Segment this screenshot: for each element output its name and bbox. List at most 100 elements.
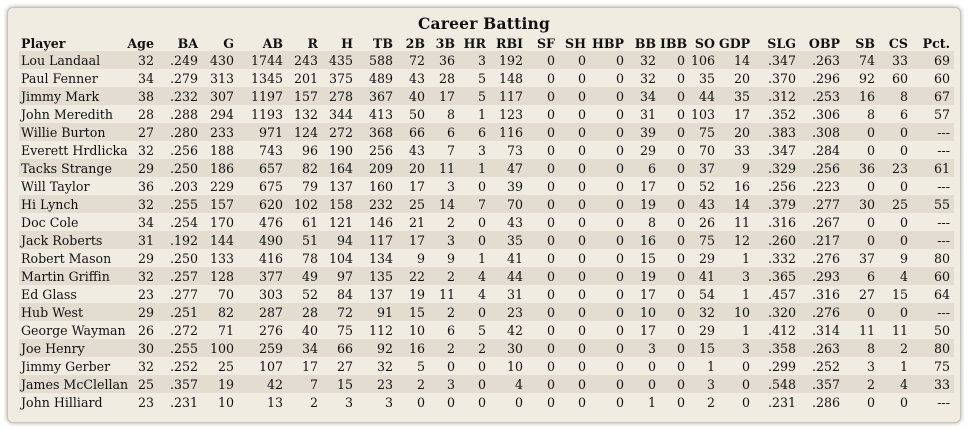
- stat-cell: 75: [698, 124, 715, 140]
- column-header: AB: [262, 35, 283, 51]
- stat-cell: 60: [933, 70, 950, 86]
- stat-cell: 0: [676, 124, 685, 140]
- stat-cell: 107: [258, 358, 283, 374]
- stat-cell: 23: [376, 376, 393, 392]
- stat-cell: 102: [293, 196, 318, 212]
- stat-cell: 2: [866, 376, 875, 392]
- stat-cell: 0: [676, 178, 685, 194]
- stat-cell: 4: [899, 376, 908, 392]
- stat-cell: 66: [336, 340, 353, 356]
- table-row: Everett Hrdlicka 32.256 188 743 96 190 256 43 7 3…: [19, 141, 954, 159]
- column-header: BB: [634, 35, 656, 51]
- stat-cell: 0: [577, 394, 586, 410]
- stat-cell: 8: [866, 106, 875, 122]
- stat-cell: 37: [858, 250, 875, 266]
- table-row: Will Taylor 36.203 229 675 79 137 160 17 3 0 39 0 0 0…: [19, 177, 954, 195]
- column-header: SO: [694, 35, 715, 51]
- stat-cell: 32: [698, 304, 715, 320]
- stat-cell: .357: [811, 376, 840, 392]
- stat-cell: 0: [546, 358, 555, 374]
- stat-cell: 31: [639, 106, 656, 122]
- stat-cell: .267: [811, 214, 840, 230]
- stat-cell: 26: [698, 214, 715, 230]
- stat-cell: 28: [438, 70, 455, 86]
- stat-cell: 6: [446, 124, 455, 140]
- stat-cell: 19: [639, 268, 656, 284]
- stat-cell: 43: [408, 142, 425, 158]
- stat-cell: 27: [858, 286, 875, 302]
- stat-cell: 1: [741, 286, 750, 302]
- stat-cell: 6: [866, 268, 875, 284]
- stat-cell: 74: [858, 52, 875, 68]
- stat-cell: .254: [169, 214, 198, 230]
- player-name-cell: Joe Henry: [21, 340, 85, 356]
- stat-cell: 100: [209, 340, 234, 356]
- table-row: Hub West 29 .251 82 287 28 72 91 15 2 0 23 0 0 0 10 0 32 1…: [19, 303, 954, 321]
- stat-cell: 16: [858, 88, 875, 104]
- stat-cell: 588: [368, 52, 393, 68]
- table-row: Jimmy Gerber 32.252 25 107 17 27 32 5 0 0 10 0 0 0 0 0 1…: [19, 357, 954, 375]
- stat-cell: 0: [577, 340, 586, 356]
- stat-cell: 146: [368, 214, 393, 230]
- stat-cell: 40: [408, 88, 425, 104]
- stat-cell: 0: [615, 358, 624, 374]
- stat-cell: 5: [477, 322, 486, 338]
- stat-cell: .347: [767, 52, 796, 68]
- stat-cell: .272: [169, 322, 198, 338]
- stat-cell: 38: [137, 88, 154, 104]
- stat-cell: 0: [676, 88, 685, 104]
- stat-cell: 0: [577, 160, 586, 176]
- stat-cell: .308: [811, 124, 840, 140]
- stat-cell: 15: [336, 376, 353, 392]
- stat-cell: .192: [169, 232, 198, 248]
- stat-cell: .284: [811, 142, 840, 158]
- stat-cell: 25: [408, 196, 425, 212]
- stat-cell: 435: [328, 52, 353, 68]
- stat-cell: 2: [446, 214, 455, 230]
- stat-cell: 0: [577, 322, 586, 338]
- stat-cell: .383: [767, 124, 796, 140]
- stat-cell: 75: [698, 232, 715, 248]
- stat-cell: 233: [209, 124, 234, 140]
- stat-cell: 30: [506, 340, 523, 356]
- stat-cell: 36: [137, 178, 154, 194]
- stat-cell: 1: [706, 358, 715, 374]
- stat-cell: 0: [546, 106, 555, 122]
- stat-cell: 0: [615, 106, 624, 122]
- stat-cell: 0: [577, 106, 586, 122]
- stat-cell: .280: [169, 124, 198, 140]
- stat-cell: 0: [899, 214, 908, 230]
- stat-cell: 6: [899, 106, 908, 122]
- stat-cell: .276: [811, 304, 840, 320]
- stat-cell: 416: [258, 250, 283, 266]
- stat-cell: 0: [615, 214, 624, 230]
- player-name-cell: Tacks Strange: [21, 160, 112, 176]
- stat-cell: .548: [767, 376, 796, 392]
- stat-cell: 23: [891, 160, 908, 176]
- stat-cell: 4: [477, 286, 486, 302]
- stat-cell: ---: [937, 214, 950, 230]
- stat-cell: 40: [301, 322, 318, 338]
- stat-cell: 121: [328, 214, 353, 230]
- stat-cell: 1193: [250, 106, 283, 122]
- stat-cell: 1: [741, 250, 750, 266]
- stat-cell: 0: [546, 340, 555, 356]
- stat-cell: 0: [741, 358, 750, 374]
- stat-cell: 0: [577, 286, 586, 302]
- stat-cell: 47: [506, 160, 523, 176]
- stat-cell: 32: [137, 142, 154, 158]
- stat-cell: 1: [647, 394, 656, 410]
- stat-cell: 137: [328, 178, 353, 194]
- stat-cell: ---: [937, 232, 950, 248]
- stat-cell: 29: [137, 160, 154, 176]
- column-header: SLG: [767, 35, 796, 51]
- stat-cell: 5: [477, 88, 486, 104]
- stat-cell: 3: [866, 358, 875, 374]
- stat-cell: 32: [137, 196, 154, 212]
- stat-cell: 375: [328, 70, 353, 86]
- stat-cell: 29: [137, 304, 154, 320]
- stat-cell: .457: [767, 286, 796, 302]
- stat-cell: 67: [933, 88, 950, 104]
- stat-cell: 70: [698, 142, 715, 158]
- stat-cell: 3: [446, 232, 455, 248]
